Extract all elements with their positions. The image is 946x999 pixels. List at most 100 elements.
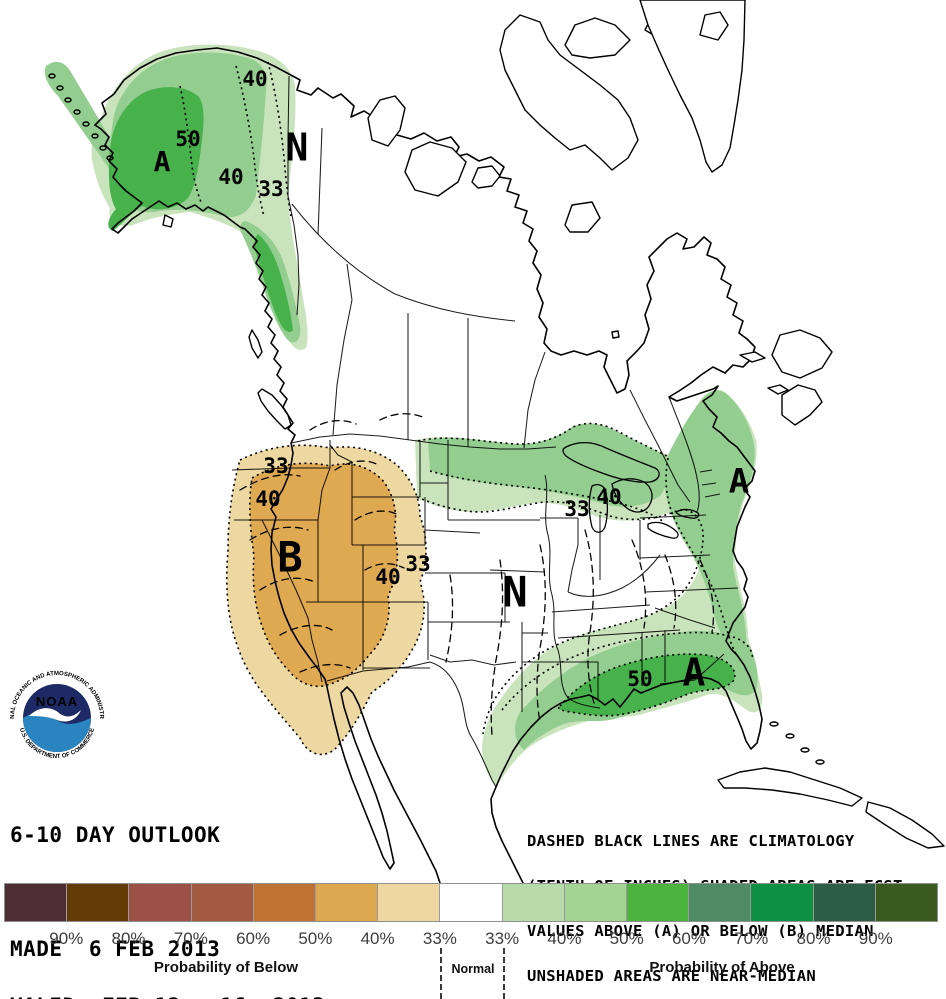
colorbar-tick-label: 40% [360, 929, 395, 948]
southeast-40-contour [501, 631, 754, 711]
normal-left-dash [440, 948, 442, 999]
colorbar-tick-label: 33% [485, 929, 520, 948]
map-label-A: A [154, 145, 171, 178]
above-caption: Probability of Above [649, 959, 795, 976]
colorbar-segment [689, 884, 752, 921]
vancouver-island [257, 388, 292, 430]
legend-note-line-3: VALUES ABOVE (A) OR BELOW (B) MEDIAN [527, 922, 874, 940]
noaa-seagull-icon [29, 708, 81, 722]
colorbar-segment [502, 884, 565, 921]
baffin-island [499, 14, 639, 171]
colorbar-segment [564, 884, 628, 921]
noaa-emblem-sea [23, 712, 91, 752]
colorbar-segment [67, 884, 130, 921]
map-label-33: 33 [263, 454, 288, 478]
bahamas-islands [769, 721, 825, 765]
colorbar-tick-label: 33% [422, 929, 457, 948]
map-label-40: 40 [375, 565, 400, 589]
kodiak-island [162, 214, 174, 228]
colorbar-tick-label: 50% [298, 929, 333, 948]
devon-island [564, 17, 631, 59]
map-label-33: 33 [258, 177, 283, 201]
newfoundland-island [771, 329, 833, 379]
colorbar [4, 883, 938, 922]
colorbar-segment [378, 884, 441, 921]
legend-note-line-4: UNSHADED AREAS ARE NEAR-MEDIAN [527, 967, 816, 985]
nova-scotia [781, 384, 823, 426]
map-label-N: N [286, 126, 309, 170]
map-label-B: B [277, 533, 302, 582]
shaded-below-regions [226, 445, 426, 755]
map-label-40: 40 [242, 67, 267, 91]
colorbar-segment [813, 884, 876, 921]
west-40-contour [249, 462, 399, 688]
colorbar-segment [440, 884, 503, 921]
legend-note-block: DASHED BLACK LINES ARE CLIMATOLOGY (TENT… [527, 804, 903, 999]
haida-gwaii-island [248, 329, 263, 359]
islands [48, 0, 945, 849]
colorbar-tick-label: 90% [49, 929, 84, 948]
title-line-1: 6-10 DAY OUTLOOK [10, 823, 221, 847]
colorbar-segment [751, 884, 814, 921]
below-caption: Probability of Below [153, 959, 299, 976]
alaska-33-contour [267, 61, 292, 217]
colorbar-segment [875, 884, 938, 921]
southampton-island [564, 201, 601, 233]
colorbar-tick-label: 90% [858, 929, 893, 948]
colorbar-tick-label: 50% [609, 929, 644, 948]
map-label-40: 40 [596, 485, 621, 509]
colorbar-tick-label: 40% [547, 929, 582, 948]
northeast-above-40-region [664, 390, 755, 654]
colorbar-segments [5, 884, 938, 921]
continent-coastline [94, 47, 763, 883]
aleutian-band-region [44, 61, 121, 171]
map-label-40: 40 [218, 165, 243, 189]
colorbar-tick-label: 80% [796, 929, 831, 948]
political-borders [231, 75, 739, 788]
great-lakes [562, 441, 700, 539]
colorbar-segment [191, 884, 254, 921]
baffin-bay-island [699, 11, 729, 41]
colorbar-tick-label: 60% [671, 929, 706, 948]
prince-edward-island [767, 384, 789, 395]
victoria-island [404, 141, 467, 197]
banks-island [367, 95, 406, 147]
colorbar-tick-label: 70% [173, 929, 208, 948]
colorbar-tick-label: 70% [734, 929, 769, 948]
colorbar-segment [253, 884, 317, 921]
northeast-40-contour [665, 457, 743, 661]
colorbar-segment [129, 884, 192, 921]
north-band-above-40-region [428, 423, 668, 507]
king-william-island [471, 165, 501, 189]
colorbar-segment [627, 884, 690, 921]
climatology-dashed-lines [239, 413, 715, 736]
map-label-40: 40 [255, 487, 280, 511]
title-line-4: VALID FEB 12 - 16, 2013 [10, 996, 339, 999]
colorbar-segment [5, 884, 68, 921]
map-label-50: 50 [627, 667, 652, 691]
noaa-acronym: NOAA [36, 694, 78, 709]
shaded-above-regions [44, 44, 763, 786]
hispaniola-partial [865, 801, 945, 849]
legend-note-line-1: DASHED BLACK LINES ARE CLIMATOLOGY [527, 832, 855, 850]
panhandle-above-50-region [254, 234, 293, 332]
normal-right-dash [503, 948, 505, 999]
map-label-N: N [502, 568, 527, 617]
alaska-40-contour [235, 65, 265, 217]
map-label-A: A [683, 651, 706, 695]
map-label-A: A [729, 462, 749, 502]
anticosti-island [739, 351, 766, 363]
colorbar-segment [316, 884, 379, 921]
gulf-above-50-region [558, 654, 735, 716]
colorbar-tick-label: 60% [236, 929, 271, 948]
forecast-contours [179, 61, 754, 756]
hudson-bay-island [611, 330, 620, 339]
pacific-coastline [94, 124, 441, 883]
cuba [717, 767, 863, 807]
west-below-40-region [249, 463, 398, 687]
band-40-contour [429, 470, 665, 523]
aleutian-islands [48, 73, 114, 161]
